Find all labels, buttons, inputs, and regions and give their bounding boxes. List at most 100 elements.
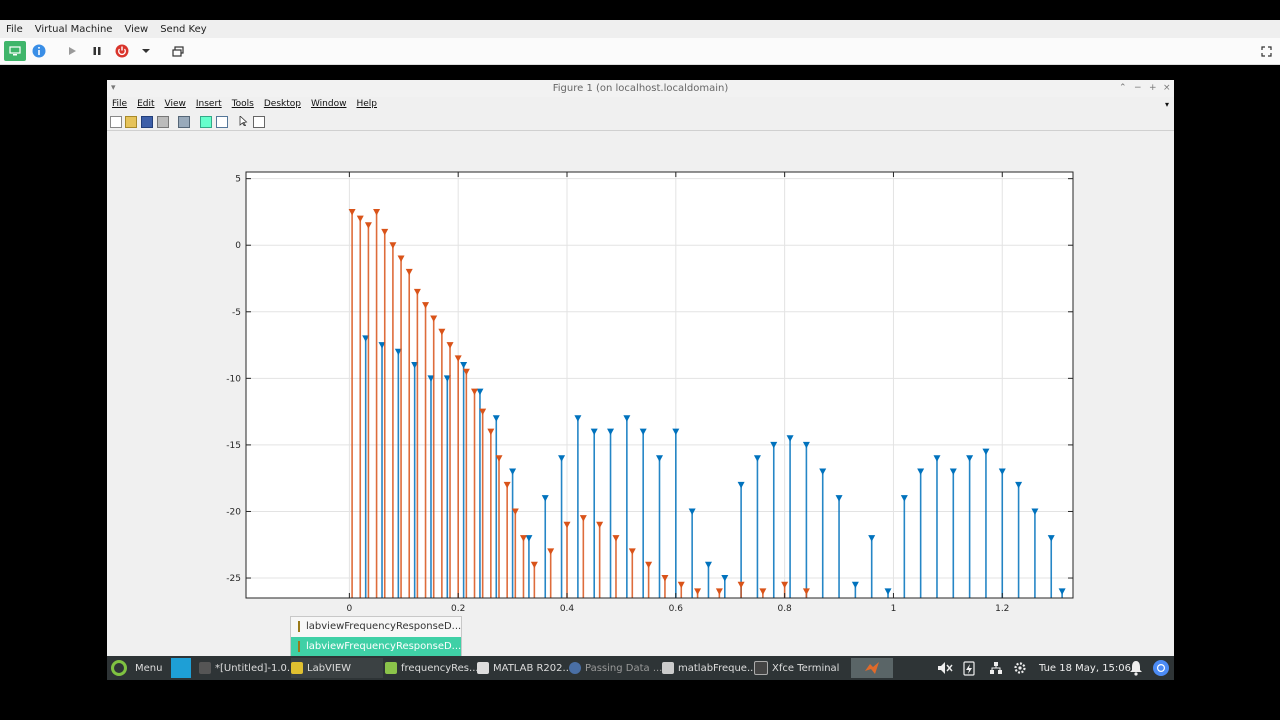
figure-menubar: File Edit View Insert Tools Desktop Wind… <box>107 97 1174 111</box>
stem-marker <box>509 468 517 476</box>
monitor-icon[interactable] <box>4 41 26 61</box>
stem-marker <box>672 428 680 436</box>
stem-marker <box>596 521 604 529</box>
task-passing-data[interactable]: Passing Data ... <box>569 658 662 678</box>
menubar-arrow-icon[interactable]: ▾ <box>1164 99 1169 109</box>
task-frequency-res[interactable]: frequencyRes... <box>385 658 479 678</box>
new-figure-icon[interactable] <box>110 116 122 128</box>
open-file-icon[interactable] <box>125 116 137 128</box>
task-labview[interactable]: LabVIEW <box>291 658 383 678</box>
settings-gear-icon[interactable] <box>1013 658 1027 678</box>
matlab-logo-icon <box>865 662 879 674</box>
figure-menu-window[interactable]: Window <box>310 99 347 109</box>
stem-marker <box>786 435 794 442</box>
info-icon[interactable] <box>30 41 48 61</box>
figure-title: Figure 1 (on localhost.localdomain) <box>552 83 729 94</box>
stem-marker <box>656 455 663 462</box>
task-matlab[interactable]: MATLAB R202... <box>477 658 572 678</box>
task-matlab-figure[interactable] <box>851 658 893 678</box>
vm-menu-send-key[interactable]: Send Key <box>160 23 207 35</box>
y-tick-label: -25 <box>226 574 241 584</box>
task-label: Xfce Terminal <box>772 662 840 674</box>
stem-marker <box>612 535 620 542</box>
stem-marker <box>661 575 669 582</box>
popup-item[interactable]: labviewFrequencyResponseD... <box>291 617 461 636</box>
network-icon[interactable] <box>989 658 1003 678</box>
desktop-icon[interactable] <box>171 658 191 678</box>
stem-marker <box>511 508 519 515</box>
play-icon[interactable] <box>64 41 80 61</box>
stem-marker <box>694 588 702 595</box>
stem-marker <box>389 242 397 249</box>
stem-marker <box>998 468 1006 476</box>
power-icon[interactable] <box>113 41 131 61</box>
notifications-bell-icon[interactable] <box>1129 658 1143 678</box>
mint-logo-icon <box>111 660 127 676</box>
start-menu-button[interactable]: Menu <box>109 658 162 678</box>
stem-marker <box>446 342 454 349</box>
link-plot-icon[interactable] <box>178 116 190 128</box>
figure-menu-view[interactable]: View <box>164 99 186 109</box>
figure-titlebar[interactable]: ▾ Figure 1 (on localhost.localdomain) ⌃ … <box>107 80 1174 98</box>
stem-marker <box>607 428 615 436</box>
print-icon[interactable] <box>157 116 169 128</box>
stem-marker <box>781 581 789 589</box>
window-maximize-icon[interactable]: + <box>1149 83 1157 93</box>
vm-menu-virtual-machine[interactable]: Virtual Machine <box>34 23 113 35</box>
pointer-icon[interactable] <box>238 115 248 127</box>
figure-menu-edit[interactable]: Edit <box>137 99 155 109</box>
fullscreen-icon[interactable] <box>1258 41 1274 61</box>
vm-menu-view[interactable]: View <box>124 23 149 35</box>
vm-toolbar <box>0 38 1280 65</box>
x-tick-label: 0.6 <box>669 604 684 614</box>
figure-menu-tools[interactable]: Tools <box>231 99 254 109</box>
stem-marker <box>1031 508 1039 515</box>
stem-marker <box>759 588 767 595</box>
insert-colorbar-icon[interactable] <box>200 116 212 128</box>
stem-marker <box>519 535 527 542</box>
figure-menu-desktop[interactable]: Desktop <box>263 99 301 109</box>
stem-marker <box>753 455 761 462</box>
task-untitled[interactable]: *[Untitled]-1.0... <box>199 658 296 678</box>
stem-marker <box>348 208 356 216</box>
volume-icon[interactable] <box>937 658 953 678</box>
stem-marker <box>579 515 587 522</box>
figure-menu-help[interactable]: Help <box>356 99 378 109</box>
stem-marker <box>982 448 990 456</box>
terminal-icon <box>754 661 768 675</box>
insert-legend-icon[interactable] <box>216 116 228 128</box>
stem-marker <box>1015 481 1023 489</box>
stem-marker <box>966 455 974 462</box>
stem-marker <box>851 581 859 589</box>
guest-screen: ▾ Figure 1 (on localhost.localdomain) ⌃ … <box>107 80 1174 680</box>
task-matlab-freque[interactable]: matlabFreque... <box>662 658 757 678</box>
vm-menu-file[interactable]: File <box>6 23 23 35</box>
task-xfce-terminal[interactable]: Xfce Terminal <box>754 658 839 678</box>
window-menu-icon[interactable]: ▾ <box>111 83 116 93</box>
window-close-icon[interactable]: × <box>1163 83 1171 93</box>
matlab-figure-icon <box>298 641 300 652</box>
stem-marker <box>427 375 435 382</box>
clock[interactable]: Tue 18 May, 15:06 <box>1039 662 1132 674</box>
matlab-figure-icon <box>298 621 300 632</box>
stem-marker <box>492 415 500 422</box>
window-minimize-icon[interactable]: − <box>1134 83 1142 93</box>
stem-marker <box>530 561 538 569</box>
stem-marker <box>503 481 511 489</box>
stem-marker <box>373 208 381 216</box>
figure-menu-file[interactable]: File <box>112 99 128 109</box>
stem-marker <box>430 315 438 322</box>
battery-icon[interactable] <box>963 658 975 678</box>
figure-toolbar <box>107 112 1174 131</box>
pause-icon[interactable] <box>89 41 105 61</box>
chrome-icon[interactable] <box>1152 658 1170 678</box>
window-shade-icon[interactable]: ⌃ <box>1119 83 1127 93</box>
dropdown-arrow-icon[interactable] <box>139 41 153 61</box>
save-icon[interactable] <box>141 116 153 128</box>
popup-item-selected[interactable]: labviewFrequencyResponseD... <box>291 637 461 656</box>
stem-marker <box>422 302 430 309</box>
screens-icon[interactable] <box>170 41 186 61</box>
stem-marker <box>645 561 653 569</box>
property-editor-icon[interactable] <box>253 116 265 128</box>
figure-menu-insert[interactable]: Insert <box>195 99 222 109</box>
